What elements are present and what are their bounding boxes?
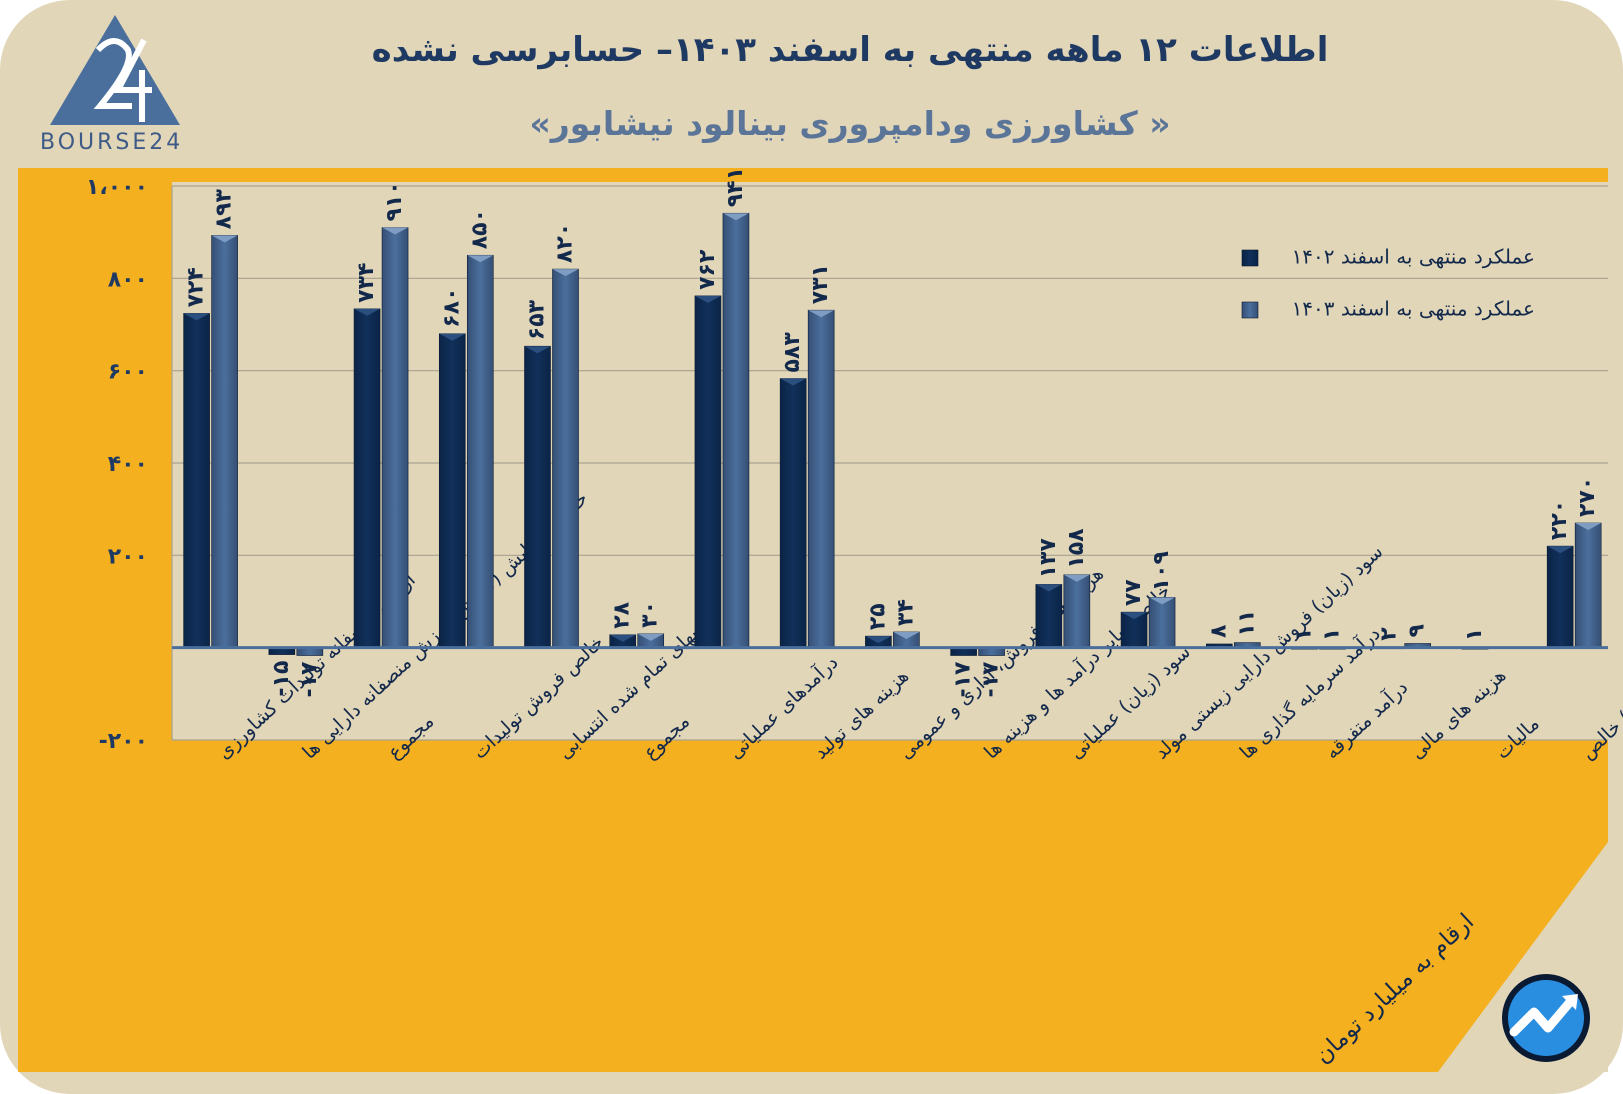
y-tick-label: ۸۰۰ bbox=[108, 267, 148, 292]
bar bbox=[694, 295, 722, 648]
bar-cap bbox=[552, 269, 579, 277]
y-tick-label: ۱،۰۰۰ bbox=[86, 175, 148, 200]
data-label: -۱۷ bbox=[951, 661, 976, 698]
data-label: ۹۴۱ bbox=[723, 167, 748, 207]
legend-label: عملکرد منتهی به اسفند ۱۴۰۲ bbox=[1292, 245, 1535, 269]
data-label: ۹۱۰ bbox=[382, 181, 407, 221]
bar-cap bbox=[354, 308, 381, 316]
chart-subtitle: « کشاورزی ودامپروری بینالود نیشابور» bbox=[529, 104, 1171, 143]
bar-cap bbox=[637, 633, 664, 641]
bar-cap bbox=[609, 634, 636, 642]
data-label: -۱۷ bbox=[297, 661, 322, 698]
data-label: ۱۱ bbox=[1234, 610, 1259, 637]
data-label: ۶۸۰ bbox=[439, 287, 464, 327]
bar bbox=[1063, 574, 1091, 648]
y-tick-label: -۲۰۰ bbox=[99, 729, 148, 754]
bar bbox=[1148, 597, 1176, 648]
x-tick-label: درآمد متفرقه bbox=[1320, 675, 1413, 764]
bar bbox=[779, 378, 807, 648]
data-label: -۱۷ bbox=[979, 661, 1004, 698]
bar bbox=[211, 235, 238, 648]
bar-cap bbox=[211, 235, 238, 243]
data-label: ۲۵ bbox=[865, 603, 890, 630]
data-label: ۱۳۷ bbox=[1036, 538, 1061, 579]
data-label: ۱ bbox=[1462, 628, 1487, 641]
data-label: ۵۸۳ bbox=[780, 332, 805, 373]
data-label: ۸ bbox=[1206, 624, 1231, 638]
bar bbox=[466, 254, 494, 648]
y-tick-label: ۲۰۰ bbox=[108, 544, 148, 569]
bar bbox=[524, 345, 551, 648]
bar bbox=[1035, 584, 1063, 648]
chart-title: اطلاعات ۱۲ ماهه منتهی به اسفند ۱۴۰۳– حسا… bbox=[371, 30, 1329, 70]
bar-cap bbox=[722, 213, 749, 221]
bar-cap bbox=[694, 295, 721, 303]
x-tick-label: مالیات bbox=[1491, 713, 1543, 764]
data-label: ۱ bbox=[1292, 628, 1317, 641]
bar-cap bbox=[1575, 523, 1602, 531]
legend-swatch bbox=[1241, 301, 1259, 319]
data-label: -۱۵ bbox=[269, 661, 294, 697]
y-tick-label: ۶۰۰ bbox=[108, 360, 148, 385]
bar-cap bbox=[780, 378, 807, 386]
bar bbox=[438, 333, 466, 648]
legend-swatch bbox=[1241, 249, 1259, 267]
x-tick-label: سود (زیان) خالص bbox=[1577, 651, 1623, 764]
bar-cap bbox=[382, 227, 409, 235]
data-label: ۲۲۰ bbox=[1547, 500, 1572, 540]
bar-cap bbox=[808, 310, 835, 318]
data-label: ۱۰۹ bbox=[1149, 551, 1174, 591]
data-label: ۷۷ bbox=[1121, 579, 1146, 606]
bar bbox=[722, 212, 750, 648]
bar-cap bbox=[1547, 546, 1574, 554]
bar-cap bbox=[1121, 612, 1148, 620]
bar bbox=[552, 268, 579, 648]
data-label: ۲ bbox=[1377, 627, 1402, 641]
data-label: ۸۵۰ bbox=[467, 209, 492, 249]
bar-cap bbox=[1063, 574, 1090, 582]
bar bbox=[1546, 545, 1574, 648]
bar-cap bbox=[524, 346, 551, 354]
bar-cap bbox=[467, 255, 494, 263]
data-label: ۸۹۳ bbox=[212, 189, 237, 230]
data-label: ۱۵۸ bbox=[1064, 528, 1089, 569]
triangle-24-logo-icon bbox=[50, 15, 180, 125]
data-label: ۸۲۰ bbox=[553, 223, 578, 263]
bar-cap bbox=[183, 313, 210, 321]
trend-arrow-circle-icon bbox=[1502, 974, 1590, 1062]
bar-cap bbox=[1035, 584, 1062, 592]
legend-label: عملکرد منتهی به اسفند ۱۴۰۳ bbox=[1292, 297, 1535, 321]
bar-cap bbox=[865, 636, 892, 644]
data-label: ۲۸ bbox=[610, 601, 635, 628]
bar bbox=[1574, 522, 1602, 648]
data-label: ۱ bbox=[1320, 628, 1345, 641]
bar bbox=[183, 313, 210, 648]
bar-cap bbox=[893, 631, 920, 639]
bar-cap bbox=[439, 333, 466, 341]
y-tick-label: ۴۰۰ bbox=[108, 452, 148, 477]
data-label: ۲۷۰ bbox=[1575, 477, 1600, 517]
data-label: ۳۴ bbox=[893, 599, 918, 626]
x-tick-label: مجموع bbox=[383, 710, 438, 763]
data-label: ۶۵۳ bbox=[525, 299, 550, 340]
bar bbox=[353, 308, 381, 648]
data-label: ۷۳۱ bbox=[808, 264, 833, 304]
bar bbox=[807, 309, 835, 648]
bar bbox=[381, 227, 409, 648]
brand-logo-text: BOURSE24 bbox=[40, 130, 184, 155]
data-label: ۷۲۴ bbox=[184, 267, 209, 307]
data-label: ۷۳۴ bbox=[354, 263, 379, 303]
data-label: ۳۰ bbox=[638, 601, 663, 628]
data-label: ۹ bbox=[1405, 624, 1430, 637]
data-label: ۷۶۲ bbox=[695, 249, 720, 290]
x-tick-label: مجموع bbox=[639, 710, 694, 763]
bar-cap bbox=[1149, 597, 1176, 605]
